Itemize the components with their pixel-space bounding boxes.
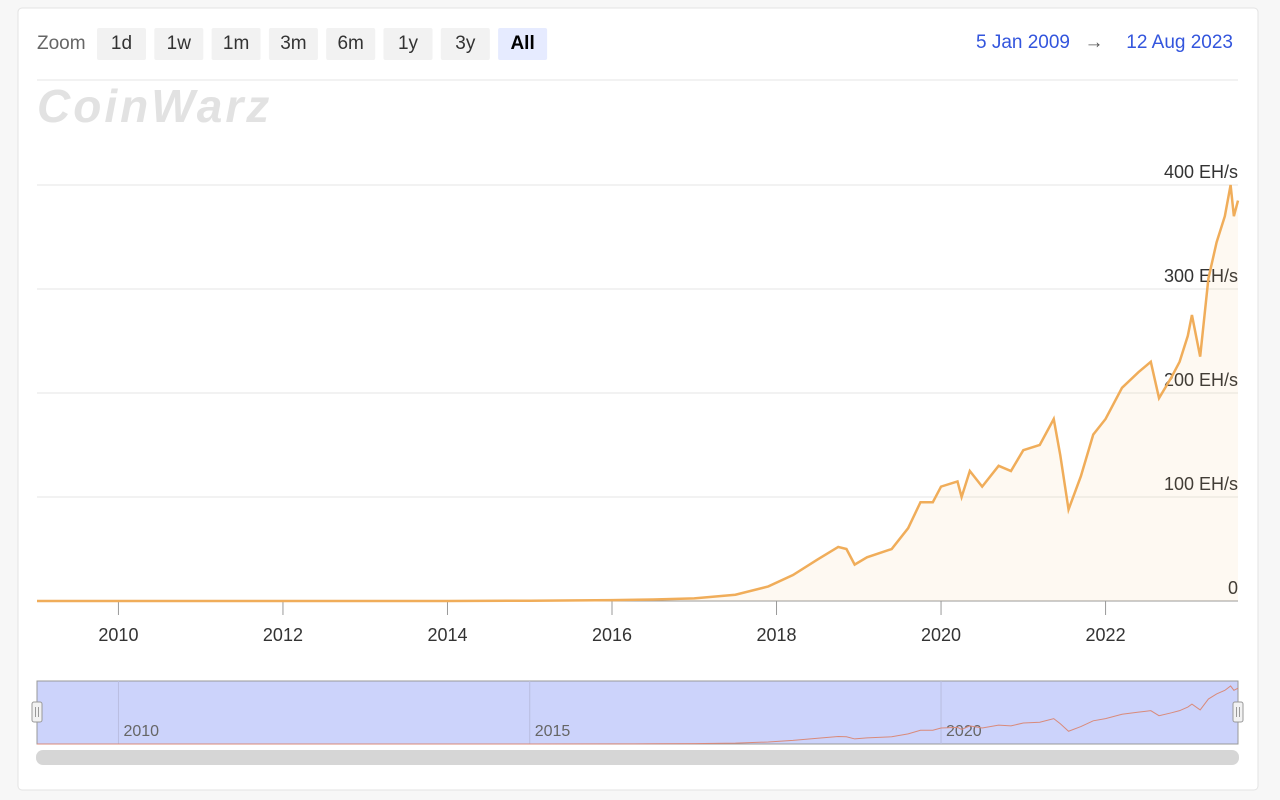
x-tick-label: 2012 [263,625,303,645]
navigator-handle[interactable] [31,701,43,723]
x-tick-label: 2016 [592,625,632,645]
range-arrow: → [1085,32,1104,53]
range-from[interactable]: 5 Jan 2009 [976,32,1070,53]
zoom-button-label[interactable]: 1y [398,33,419,54]
navigator-tick-label: 2010 [123,723,159,740]
x-tick-label: 2010 [98,625,138,645]
zoom-button[interactable] [268,28,318,60]
zoom-button-label[interactable]: 1d [111,33,132,54]
zoom-button[interactable] [326,28,376,60]
navigator-mask[interactable] [36,680,1239,745]
zoom-button[interactable] [383,28,433,60]
zoom-button-label[interactable]: 6m [337,33,363,54]
zoom-button[interactable] [440,28,490,60]
zoom-button[interactable] [97,28,146,60]
range-to[interactable]: 12 Aug 2023 [1126,32,1233,53]
x-tick-label: 2018 [756,625,796,645]
navigator-tick-label: 2015 [535,723,571,740]
zoom-button-label[interactable]: 1w [167,33,192,54]
navigator-tick-label: 2020 [946,723,982,740]
zoom-button[interactable] [154,28,204,60]
zoom-button-label[interactable]: 1m [223,33,249,54]
watermark: CoinWarz [37,80,272,132]
zoom-button[interactable] [498,28,548,60]
zoom-button[interactable] [211,28,261,60]
y-tick-label: 200 EH/s [1164,370,1238,390]
x-tick-label: 2020 [921,625,961,645]
y-tick-label: 0 [1228,578,1238,598]
line [37,184,1240,603]
zoom-button-label[interactable]: 3y [455,33,476,54]
navigator-line [37,685,1239,745]
zoom-label: Zoom [37,33,86,54]
area [37,185,1238,601]
x-tick-label: 2014 [427,625,467,645]
zoom-button-label[interactable]: All [510,33,534,54]
y-tick-label: 300 EH/s [1164,266,1238,286]
y-tick-label: 100 EH/s [1164,474,1238,494]
zoom-button-label[interactable]: 3m [280,33,306,54]
navigator-handle[interactable] [1232,701,1244,723]
y-tick-label: 400 EH/s [1164,162,1238,182]
scrollbar[interactable] [36,750,1239,765]
x-tick-label: 2022 [1086,625,1126,645]
chart-card [17,7,1259,791]
